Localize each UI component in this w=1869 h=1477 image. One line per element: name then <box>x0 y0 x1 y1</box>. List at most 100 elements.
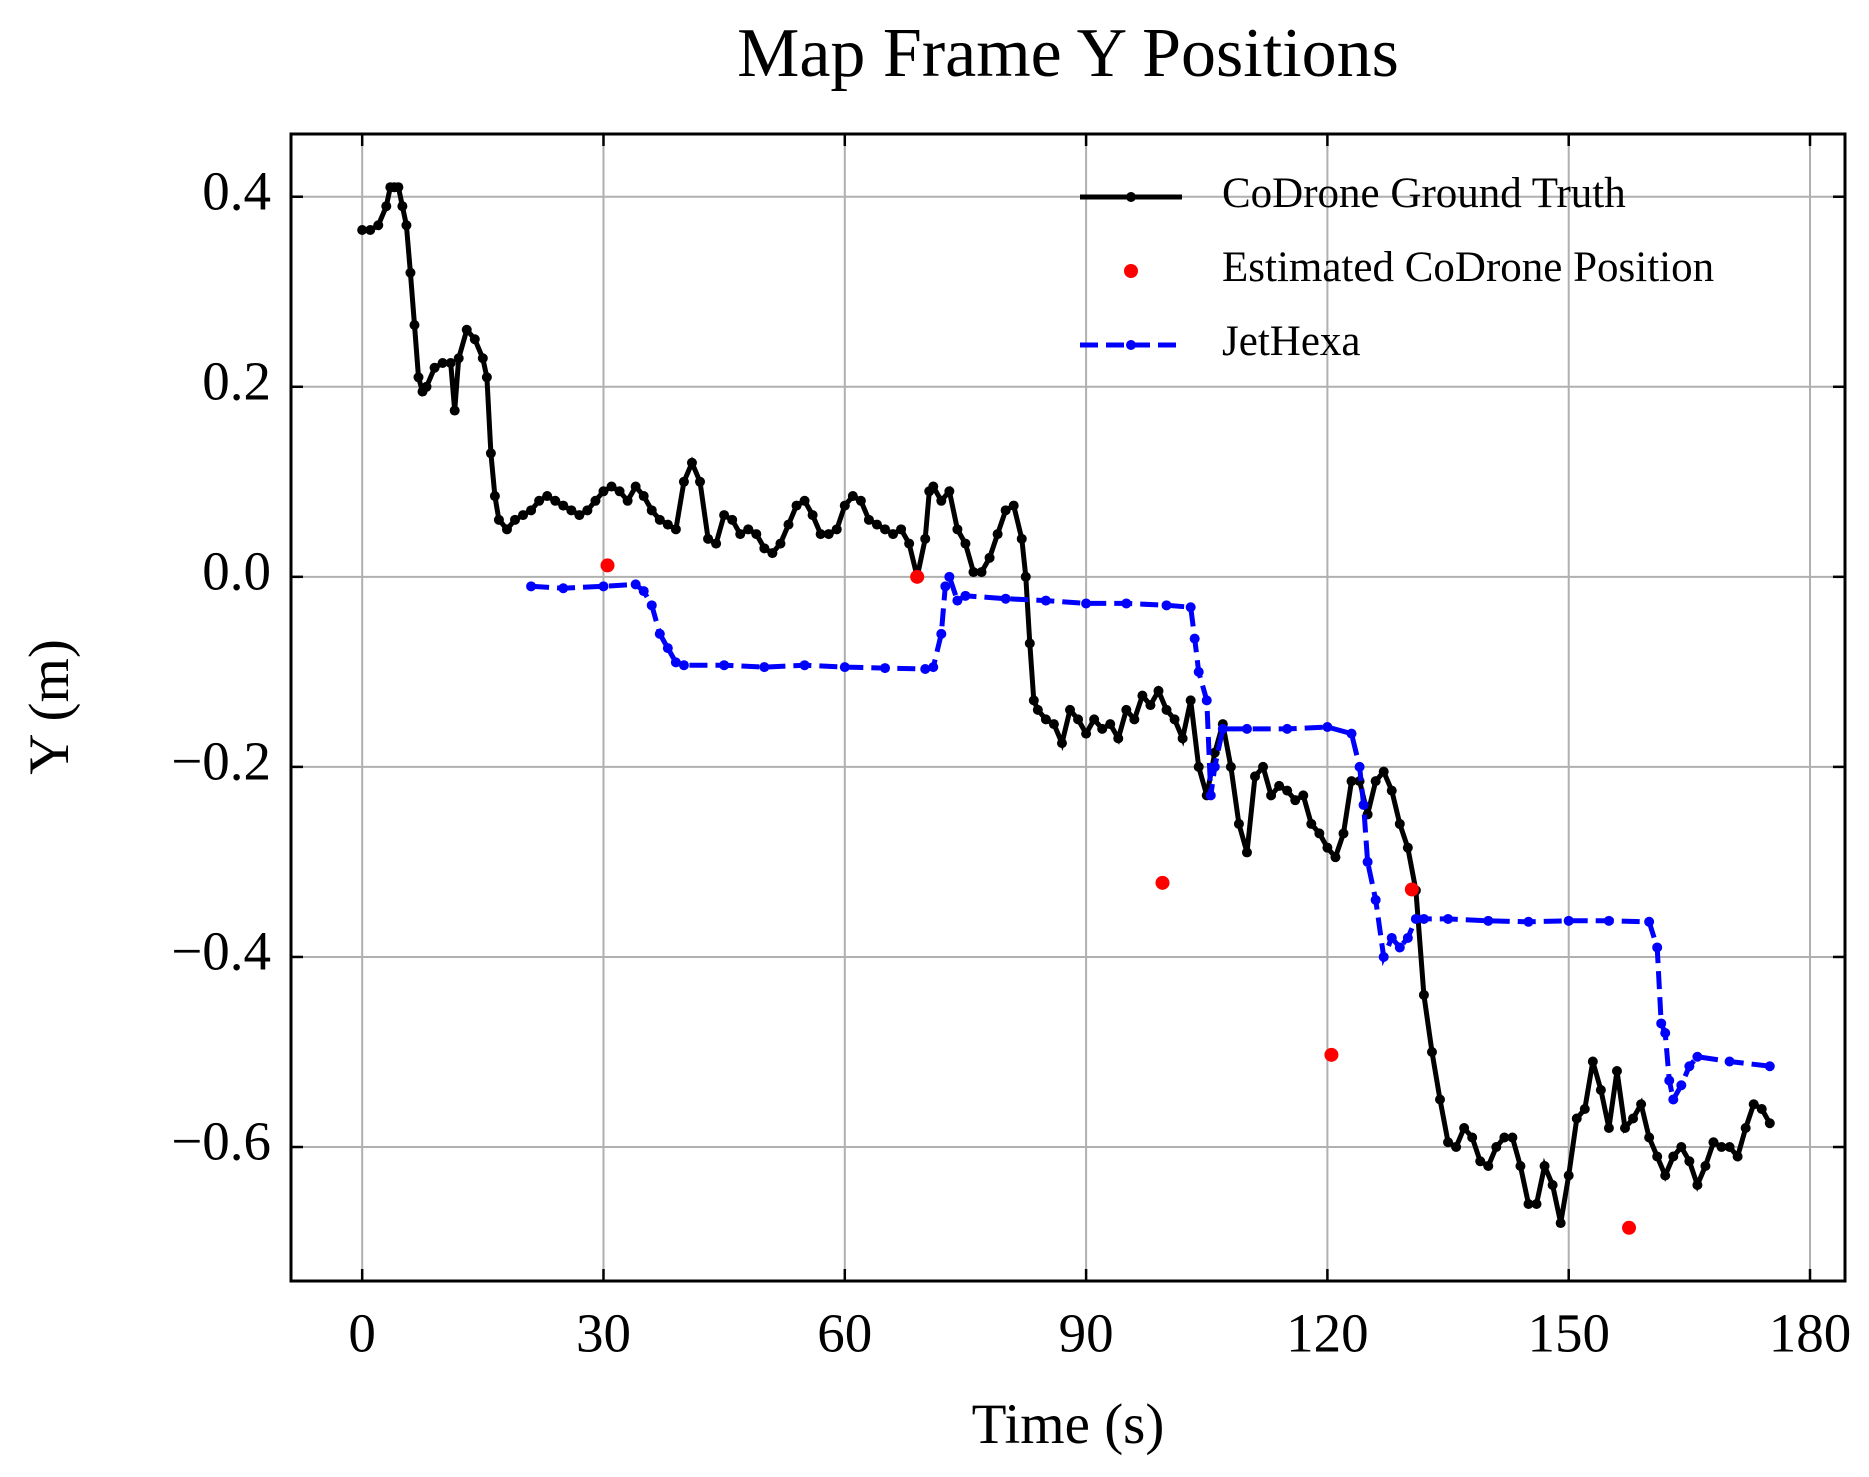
point-marker <box>1620 1123 1631 1134</box>
legend-marker <box>1124 264 1138 278</box>
point-marker <box>393 182 404 193</box>
point-marker <box>1716 1142 1727 1153</box>
y-tick-label: 0.4 <box>202 160 271 221</box>
y-tick-label: −0.4 <box>171 921 271 982</box>
point-marker <box>558 583 569 594</box>
point-marker <box>775 538 786 549</box>
point-marker <box>421 381 432 392</box>
point-marker <box>1193 666 1204 677</box>
point-marker <box>1700 1161 1711 1172</box>
point-marker <box>1748 1099 1759 1110</box>
point-marker <box>1322 721 1333 732</box>
point-marker <box>1370 894 1381 905</box>
point-marker <box>1692 1051 1703 1062</box>
point-marker <box>1587 1056 1598 1067</box>
point-marker <box>1161 704 1172 715</box>
point-marker <box>1644 916 1655 927</box>
legend-marker <box>1126 192 1136 202</box>
point-marker <box>1664 1075 1675 1086</box>
point-marker <box>526 505 537 516</box>
point-marker <box>896 524 907 535</box>
point-marker <box>807 510 818 521</box>
point-marker <box>598 486 609 497</box>
point-marker <box>1346 776 1357 787</box>
point-marker <box>1523 1199 1534 1210</box>
point-marker <box>1145 700 1156 711</box>
point-marker <box>984 552 995 563</box>
point-marker <box>1113 733 1124 744</box>
point-marker <box>445 358 456 369</box>
point-marker <box>815 529 826 540</box>
point-marker <box>1660 1027 1671 1038</box>
point-marker <box>582 505 593 516</box>
point-marker <box>1724 1056 1735 1067</box>
point-marker <box>1555 1218 1566 1229</box>
point-marker <box>381 201 392 212</box>
point-marker <box>453 353 464 364</box>
point-marker <box>1394 818 1405 829</box>
point-marker <box>449 405 460 416</box>
point-marker <box>1314 828 1325 839</box>
y-tick-label: 0.0 <box>202 540 271 601</box>
point-marker <box>1153 685 1164 696</box>
point-marker <box>888 529 899 540</box>
point-marker <box>1322 842 1333 853</box>
point-marker <box>630 481 641 492</box>
series-line <box>530 569 1771 1107</box>
point-marker <box>855 495 866 506</box>
point-marker <box>1668 1151 1679 1162</box>
point-marker <box>1362 856 1373 867</box>
point-marker <box>662 643 673 654</box>
point-marker <box>1282 723 1293 734</box>
point-marker <box>542 491 553 502</box>
point-marker <box>1241 847 1252 858</box>
x-axis-label: Time (s) <box>972 1393 1165 1456</box>
point-marker <box>638 586 649 597</box>
point-marker <box>1105 719 1116 730</box>
point-marker <box>711 538 722 549</box>
point-marker <box>1330 852 1341 863</box>
point-marker <box>952 524 963 535</box>
point-marker <box>1346 728 1357 739</box>
point-marker <box>920 533 931 544</box>
point-marker <box>1370 776 1381 787</box>
point-marker <box>1595 1084 1606 1095</box>
point-marker <box>1028 695 1039 706</box>
point-marker <box>1016 533 1027 544</box>
point-marker <box>1410 913 1421 924</box>
point-marker <box>1161 600 1172 611</box>
point-marker <box>1483 915 1494 926</box>
point-marker <box>1491 1142 1502 1153</box>
point-marker <box>1040 595 1051 606</box>
point-marker <box>501 524 512 535</box>
point-marker <box>1764 1118 1775 1129</box>
scatter-point <box>1622 1220 1637 1235</box>
point-marker <box>1258 761 1269 772</box>
legend-label: JetHexa <box>1222 318 1361 365</box>
point-marker <box>936 628 947 639</box>
point-marker <box>397 201 408 212</box>
point-marker <box>1000 505 1011 516</box>
point-marker <box>1579 1103 1590 1114</box>
legend-label: CoDrone Ground Truth <box>1222 170 1626 217</box>
point-marker <box>1652 942 1663 953</box>
point-marker <box>1394 942 1405 953</box>
point-marker <box>1443 1137 1454 1148</box>
scatter-point <box>1404 882 1419 897</box>
point-marker <box>1386 785 1397 796</box>
point-marker <box>646 600 657 611</box>
point-marker <box>823 529 834 540</box>
point-marker <box>1266 790 1277 801</box>
point-marker <box>1571 1113 1582 1124</box>
point-marker <box>485 448 496 459</box>
point-marker <box>735 529 746 540</box>
point-marker <box>1189 633 1200 644</box>
point-marker <box>703 533 714 544</box>
y-tick-label: −0.6 <box>171 1111 271 1172</box>
point-marker <box>1732 1151 1743 1162</box>
x-tick-label: 150 <box>1527 1303 1610 1364</box>
point-marker <box>1418 913 1429 924</box>
point-marker <box>1523 916 1534 927</box>
point-marker <box>727 514 738 525</box>
point-marker <box>936 495 947 506</box>
